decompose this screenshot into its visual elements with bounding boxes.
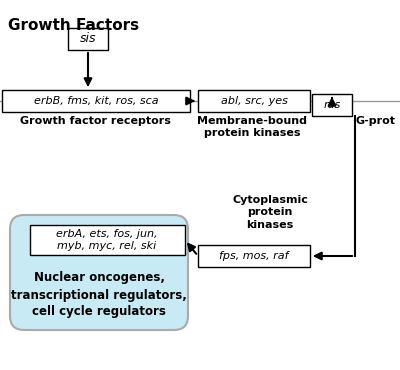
Text: sis: sis: [80, 33, 96, 46]
Bar: [30, 225, 185, 255]
Text: Growth Factors: Growth Factors: [8, 18, 139, 33]
Bar: [68, 28, 108, 50]
Bar: [198, 90, 310, 112]
Text: erbB, fms, kit, ros, sca: erbB, fms, kit, ros, sca: [34, 96, 158, 106]
Text: Nuclear oncogenes,
transcriptional regulators,
cell cycle regulators: Nuclear oncogenes, transcriptional regul…: [11, 272, 187, 319]
Bar: [312, 94, 352, 116]
FancyBboxPatch shape: [10, 215, 188, 330]
Text: fps, mos, raf: fps, mos, raf: [219, 251, 289, 261]
Text: abl, src, yes: abl, src, yes: [220, 96, 288, 106]
Text: G-prot: G-prot: [356, 116, 396, 126]
Text: Membrane-bound
protein kinases: Membrane-bound protein kinases: [197, 116, 307, 138]
Bar: [2, 90, 190, 112]
Text: ras: ras: [323, 100, 341, 110]
Text: Cytoplasmic
protein
kinases: Cytoplasmic protein kinases: [232, 195, 308, 230]
Bar: [198, 245, 310, 267]
Text: Growth factor receptors: Growth factor receptors: [20, 116, 170, 126]
Text: erbA, ets, fos, jun,
myb, myc, rel, ski: erbA, ets, fos, jun, myb, myc, rel, ski: [56, 229, 158, 251]
